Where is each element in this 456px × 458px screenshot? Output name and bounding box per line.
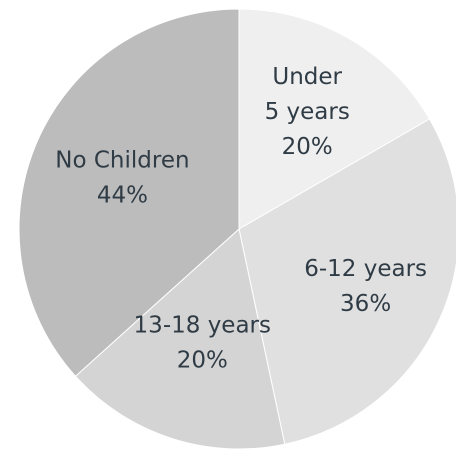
pie-slice-13-18-years <box>74 228 286 450</box>
slice-value-label: 20% <box>282 134 333 160</box>
pie-slices <box>18 8 456 450</box>
slice-value-label: 44% <box>97 183 148 209</box>
slice-category-label: 6-12 years <box>304 256 427 282</box>
pie-slice-6-12-years <box>238 118 456 445</box>
slice-label-no-children: No Children 44% <box>55 148 189 209</box>
pie-labels: Under 5 years 20% 6-12 years 36% 13-18 years 2… <box>55 64 427 374</box>
pie-slice-no-children <box>18 8 240 377</box>
slice-category-label: No Children <box>55 148 189 174</box>
slice-value-label: 20% <box>177 347 228 373</box>
slice-label-6-12-years: 6-12 years 36% <box>304 256 427 317</box>
slice-value-label: 36% <box>340 291 391 317</box>
pie-slice-under-5-years <box>238 8 431 230</box>
slice-label-under-5-years: Under 5 years 20% <box>265 64 350 160</box>
slice-category-label: Under <box>272 64 342 90</box>
slice-category-label: 13-18 years <box>134 312 271 338</box>
slice-label-13-18-years: 13-18 years 20% <box>134 312 271 373</box>
slice-category-label: 5 years <box>265 99 350 125</box>
